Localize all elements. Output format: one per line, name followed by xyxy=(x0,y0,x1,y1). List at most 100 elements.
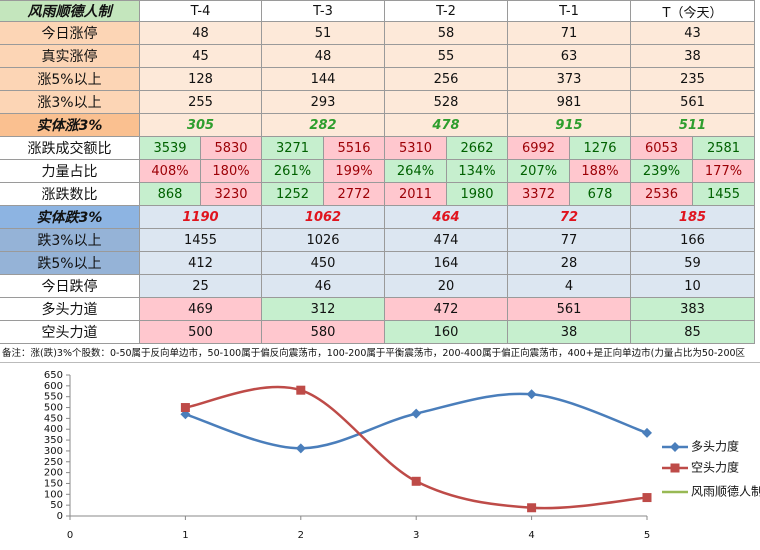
marker xyxy=(180,409,191,420)
data-cell: 59 xyxy=(631,252,755,275)
data-cell: 38 xyxy=(631,45,755,68)
marker xyxy=(411,408,422,419)
data-cell: 408% xyxy=(140,160,201,183)
series-line xyxy=(185,392,648,450)
data-cell: 38 xyxy=(508,321,631,344)
data-cell: 3230 xyxy=(201,183,262,206)
data-cell: 63 xyxy=(508,45,631,68)
y-tick-label: 100 xyxy=(44,489,63,500)
data-cell: 1062 xyxy=(262,206,385,229)
row-label: 涨5%以上 xyxy=(0,68,140,91)
y-tick-label: 300 xyxy=(44,446,63,457)
data-cell: 478 xyxy=(385,114,508,137)
data-cell: 48 xyxy=(262,45,385,68)
data-cell: 1190 xyxy=(140,206,262,229)
data-cell: 981 xyxy=(508,91,631,114)
data-cell: 3539 xyxy=(140,137,201,160)
y-tick-label: 650 xyxy=(44,370,63,381)
marker xyxy=(670,442,680,452)
data-cell: 199% xyxy=(324,160,385,183)
data-cell: 472 xyxy=(385,298,508,321)
x-tick-label: 2 xyxy=(298,530,304,541)
data-cell: 239% xyxy=(631,160,693,183)
data-cell: 383 xyxy=(631,298,755,321)
data-cell: 312 xyxy=(262,298,385,321)
x-tick-label: 0 xyxy=(67,530,73,541)
data-cell: 5516 xyxy=(324,137,385,160)
data-cell: 5830 xyxy=(201,137,262,160)
legend-label: 风雨顺德人制 xyxy=(691,484,760,499)
data-cell: 1026 xyxy=(262,229,385,252)
data-cell: 678 xyxy=(570,183,631,206)
data-cell: 160 xyxy=(385,321,508,344)
data-cell: 6053 xyxy=(631,137,693,160)
data-cell: 4 xyxy=(508,275,631,298)
row-label: 空头力道 xyxy=(0,321,140,344)
data-cell: 1455 xyxy=(693,183,755,206)
data-cell: 85 xyxy=(631,321,755,344)
y-tick-label: 0 xyxy=(57,511,63,522)
data-cell: 2011 xyxy=(385,183,447,206)
data-cell: 1980 xyxy=(447,183,508,206)
data-cell: 255 xyxy=(140,91,262,114)
data-cell: 2581 xyxy=(693,137,755,160)
legend-label: 空头力度 xyxy=(691,460,739,475)
data-cell: 180% xyxy=(201,160,262,183)
data-cell: 207% xyxy=(508,160,570,183)
data-cell: 235 xyxy=(631,68,755,91)
data-cell: 1276 xyxy=(570,137,631,160)
x-tick-label: 1 xyxy=(182,530,188,541)
data-cell: 373 xyxy=(508,68,631,91)
data-cell: 580 xyxy=(262,321,385,344)
x-tick-label: 4 xyxy=(528,530,534,541)
data-cell: 55 xyxy=(385,45,508,68)
row-label: 跌5%以上 xyxy=(0,252,140,275)
data-cell: 2662 xyxy=(447,137,508,160)
data-cell: 77 xyxy=(508,229,631,252)
data-cell: 3372 xyxy=(508,183,570,206)
y-tick-label: 50 xyxy=(50,500,63,511)
data-cell: 1252 xyxy=(262,183,324,206)
data-cell: 511 xyxy=(631,114,755,137)
data-cell: 868 xyxy=(140,183,201,206)
data-cell: 915 xyxy=(508,114,631,137)
data-cell: 134% xyxy=(447,160,508,183)
data-cell: 561 xyxy=(508,298,631,321)
y-tick-label: 150 xyxy=(44,478,63,489)
data-cell: 474 xyxy=(385,229,508,252)
data-cell: 6992 xyxy=(508,137,570,160)
data-cell: 528 xyxy=(385,91,508,114)
data-cell: 164 xyxy=(385,252,508,275)
row-label: 今日涨停 xyxy=(0,22,140,45)
x-tick-label: 3 xyxy=(413,530,419,541)
data-cell: 469 xyxy=(140,298,262,321)
y-tick-label: 550 xyxy=(44,392,63,403)
data-cell: 561 xyxy=(631,91,755,114)
data-cell: 293 xyxy=(262,91,385,114)
data-cell: 72 xyxy=(508,206,631,229)
data-cell: 45 xyxy=(140,45,262,68)
data-cell: 177% xyxy=(693,160,755,183)
marker xyxy=(180,403,190,413)
data-cell: 166 xyxy=(631,229,755,252)
data-cell: 464 xyxy=(385,206,508,229)
data-cell: 450 xyxy=(262,252,385,275)
data-cell: 128 xyxy=(140,68,262,91)
marker xyxy=(296,385,306,395)
marker xyxy=(295,443,306,454)
row-label: 涨跌数比 xyxy=(0,183,140,206)
data-cell: 305 xyxy=(140,114,262,137)
header-cell: T-2 xyxy=(385,0,508,22)
marker xyxy=(670,463,680,473)
row-label: 实体涨3% xyxy=(0,114,140,137)
header-cell: T-1 xyxy=(508,0,631,22)
data-cell: 10 xyxy=(631,275,755,298)
data-cell: 261% xyxy=(262,160,324,183)
header-cell: 风雨顺德人制 xyxy=(0,0,140,22)
data-cell: 71 xyxy=(508,22,631,45)
data-cell: 43 xyxy=(631,22,755,45)
data-cell: 256 xyxy=(385,68,508,91)
data-cell: 58 xyxy=(385,22,508,45)
y-tick-label: 600 xyxy=(44,381,63,392)
